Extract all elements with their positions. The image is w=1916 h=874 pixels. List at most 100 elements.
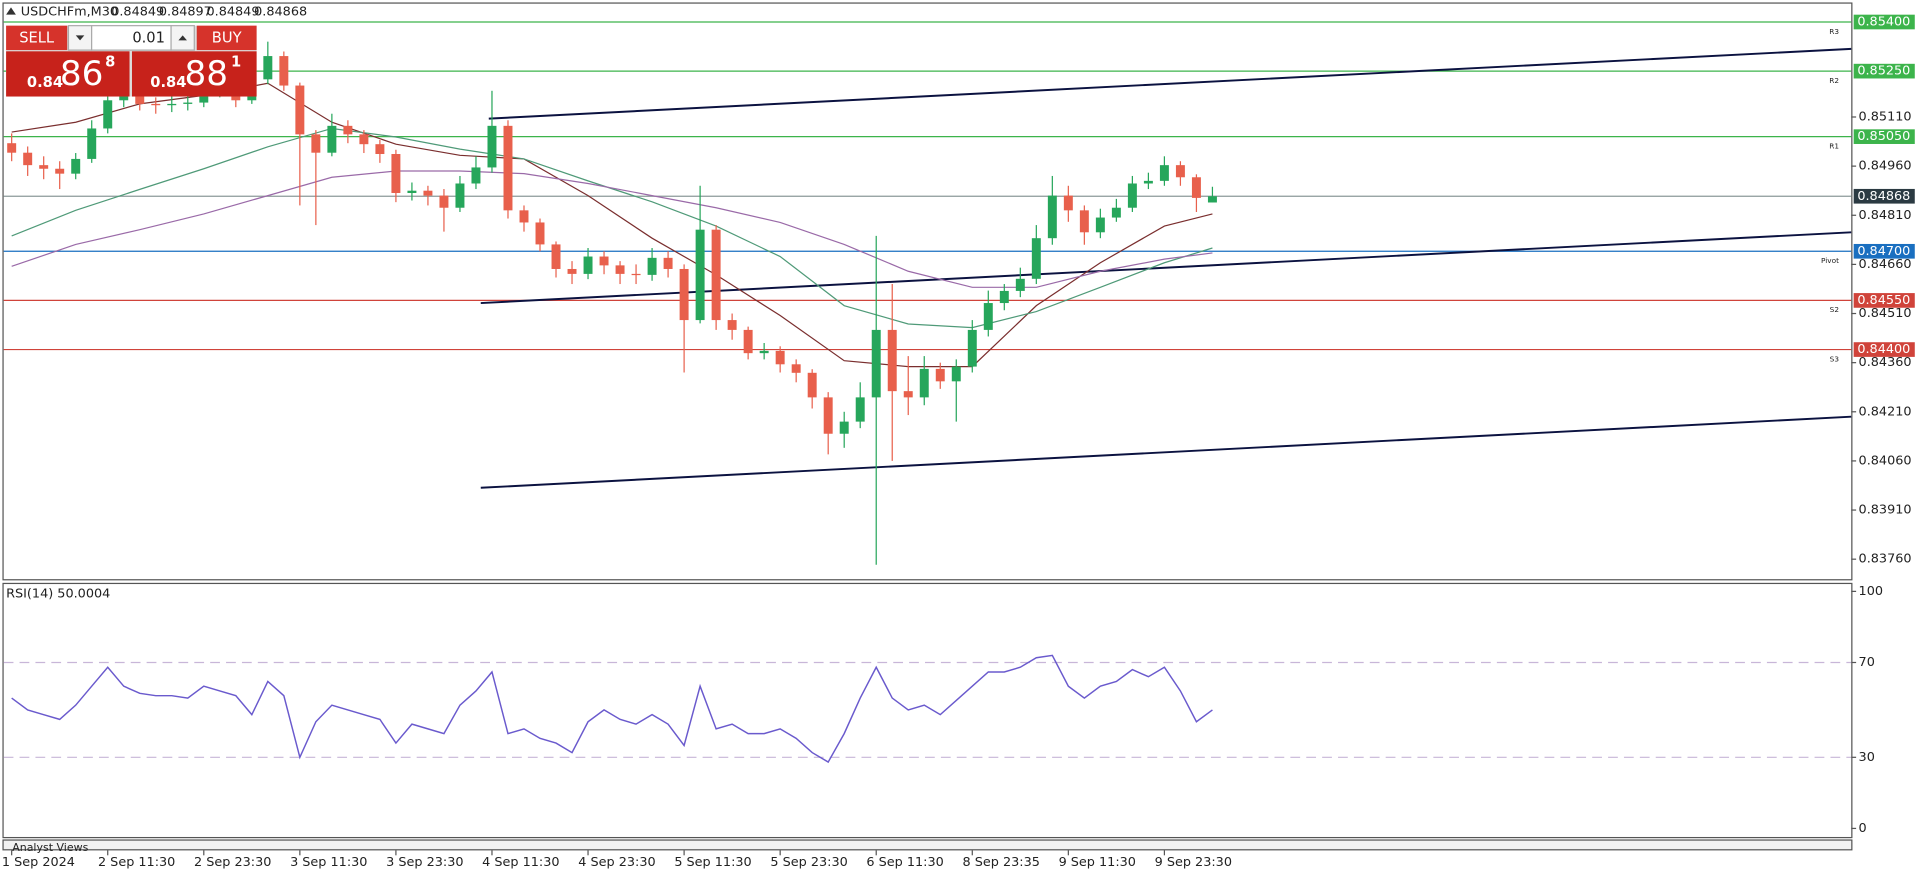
- y-tick-label: 0.84510: [1859, 306, 1912, 321]
- candle-body: [343, 125, 353, 135]
- candle-body: [183, 102, 193, 104]
- rsi-title: RSI(14) 50.0004: [6, 586, 110, 601]
- candle-body: [71, 158, 81, 174]
- current-price-badge: [1853, 188, 1915, 204]
- rsi-line: [11, 654, 1213, 764]
- candle-body: [775, 350, 785, 365]
- level-tag: R1: [1829, 141, 1839, 150]
- lot-value: 0.01: [132, 29, 165, 46]
- candle-body: [135, 92, 145, 104]
- candle-body: [903, 391, 913, 398]
- candle-body: [1015, 278, 1025, 291]
- candle-body: [967, 329, 977, 367]
- ohlc-high: 0.84897: [159, 5, 212, 20]
- candle-body: [455, 183, 465, 208]
- candle-body: [487, 125, 497, 168]
- tab-label[interactable]: Analyst Views: [12, 841, 88, 854]
- candle-body: [631, 273, 641, 276]
- tab-strip: [2, 839, 1853, 851]
- y-tick-label: 30: [1859, 750, 1875, 765]
- buy-button[interactable]: [196, 25, 257, 51]
- candle-body: [439, 195, 449, 208]
- candle-body: [7, 143, 17, 153]
- level-badge: [1853, 129, 1915, 144]
- trendline: [488, 47, 1852, 120]
- level-tag: S2: [1830, 305, 1839, 314]
- candle-body: [647, 257, 657, 275]
- candle-body: [711, 229, 721, 321]
- candle-body: [423, 190, 433, 196]
- candle-body: [983, 303, 993, 330]
- candle-body: [407, 190, 417, 193]
- current-price-label: 0.84868: [1857, 189, 1910, 204]
- price-pane-border: [2, 2, 1853, 581]
- candle-body: [615, 265, 625, 274]
- trendline: [480, 415, 1852, 489]
- candle-body: [87, 128, 97, 159]
- candle-body: [311, 134, 321, 153]
- y-tick-label: 0.84210: [1859, 404, 1912, 419]
- moving-average: [11, 170, 1213, 288]
- buy-price-box[interactable]: [131, 51, 257, 97]
- candle-body: [199, 92, 209, 103]
- candle-body: [1207, 196, 1217, 203]
- candle-body: [391, 154, 401, 193]
- candle-body: [887, 329, 897, 392]
- candle-body: [599, 256, 609, 266]
- sell-label[interactable]: SELL: [19, 29, 55, 46]
- candle-body: [1159, 165, 1169, 181]
- collapse-icon[interactable]: [6, 7, 16, 15]
- up-arrow: [178, 35, 187, 41]
- symbol: USDCHFm,M30: [21, 5, 118, 20]
- candle-body: [263, 56, 273, 80]
- candle-body: [279, 56, 289, 86]
- level-badge: [1853, 14, 1915, 30]
- level-badge: [1853, 342, 1915, 357]
- buy-label[interactable]: BUY: [212, 29, 242, 46]
- candle-body: [1079, 210, 1089, 233]
- y-tick-label: 0.84360: [1859, 355, 1912, 370]
- candle-body: [871, 329, 881, 398]
- candle-body: [151, 103, 161, 106]
- x-tick-label: 3 Sep 11:30: [290, 855, 367, 870]
- candle-body: [1175, 165, 1185, 178]
- x-tick-label: 6 Sep 11:30: [866, 855, 943, 870]
- x-tick-label: 2 Sep 23:30: [194, 855, 271, 870]
- level-badge: [1853, 293, 1915, 308]
- candle-body: [919, 368, 929, 398]
- candle-body: [663, 257, 673, 269]
- candle-body: [1143, 180, 1153, 184]
- level-tag: S3: [1830, 354, 1840, 363]
- sell-button[interactable]: [6, 25, 68, 51]
- candle-body: [327, 125, 337, 153]
- ohlc-low: 0.84849: [207, 5, 260, 20]
- x-tick-label: 2 Sep 11:30: [98, 855, 175, 870]
- candle-body: [951, 366, 961, 382]
- candle-body: [1047, 195, 1057, 239]
- y-tick-label: 70: [1859, 655, 1875, 670]
- candle-body: [503, 125, 513, 211]
- level-tag: R2: [1829, 76, 1839, 85]
- candle-body: [679, 268, 689, 321]
- lot-field[interactable]: [91, 25, 172, 51]
- level-label: 0.84700: [1857, 244, 1910, 259]
- y-tick-label: 0.84960: [1859, 159, 1912, 174]
- candle-body: [1191, 177, 1201, 198]
- candle-body: [823, 397, 833, 434]
- buy-prefix: 0.84: [150, 74, 186, 91]
- candle-body: [791, 364, 801, 373]
- sell-big: 86: [60, 54, 104, 94]
- ohlc-open: 0.84849: [111, 5, 164, 20]
- candle-body: [759, 350, 769, 354]
- candle-body: [999, 290, 1009, 304]
- candle-body: [471, 167, 481, 184]
- sell-price-box[interactable]: [6, 51, 130, 97]
- candle-body: [519, 210, 529, 223]
- candle-body: [1063, 195, 1073, 211]
- buy-big: 88: [185, 54, 229, 94]
- y-tick-label: 0: [1859, 821, 1867, 836]
- candle-body: [1031, 238, 1041, 279]
- level-tag: R3: [1829, 27, 1839, 36]
